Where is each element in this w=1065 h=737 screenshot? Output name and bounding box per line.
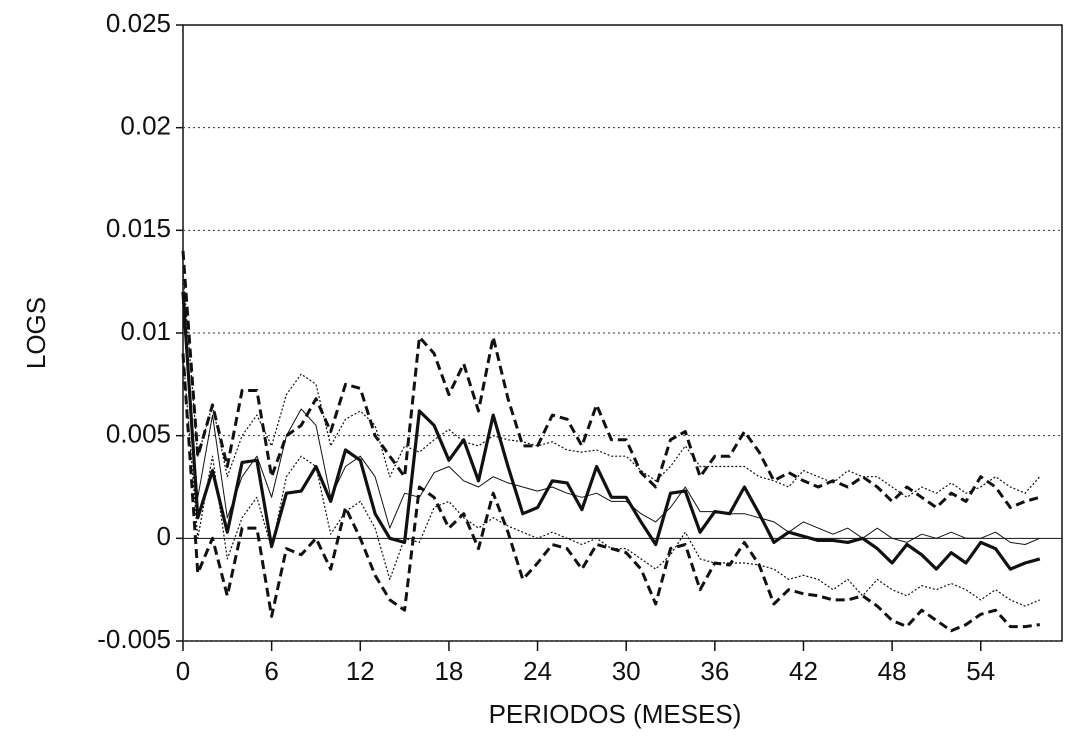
y-axis-label: LOGS [21, 297, 51, 369]
series-line [181, 353, 1041, 633]
y-tick-label: 0.005 [106, 419, 171, 449]
y-tick-label: 0.01 [120, 316, 171, 346]
x-tick-label: 6 [264, 656, 278, 686]
y-tick-label: -0.005 [97, 624, 171, 654]
x-tick-label: 48 [878, 656, 907, 686]
x-tick-label: 12 [346, 656, 375, 686]
series-line [182, 312, 1040, 545]
series-line [181, 250, 1041, 509]
series-line [182, 271, 1041, 498]
y-tick-label: 0.02 [120, 111, 171, 141]
x-tick-label: 24 [523, 656, 552, 686]
x-tick-label: 54 [966, 656, 995, 686]
x-tick-label: 18 [434, 656, 463, 686]
y-tick-label: 0.015 [106, 213, 171, 243]
series-line [182, 353, 1041, 607]
y-tick-label: 0 [157, 521, 171, 551]
series-line [181, 291, 1041, 571]
y-tick-label: 0.025 [106, 8, 171, 38]
x-tick-label: 36 [700, 656, 729, 686]
x-tick-label: 42 [789, 656, 818, 686]
x-tick-label: 30 [612, 656, 641, 686]
x-axis-label: PERIODOS (MESES) [489, 699, 742, 729]
x-tick-label: 0 [176, 656, 190, 686]
